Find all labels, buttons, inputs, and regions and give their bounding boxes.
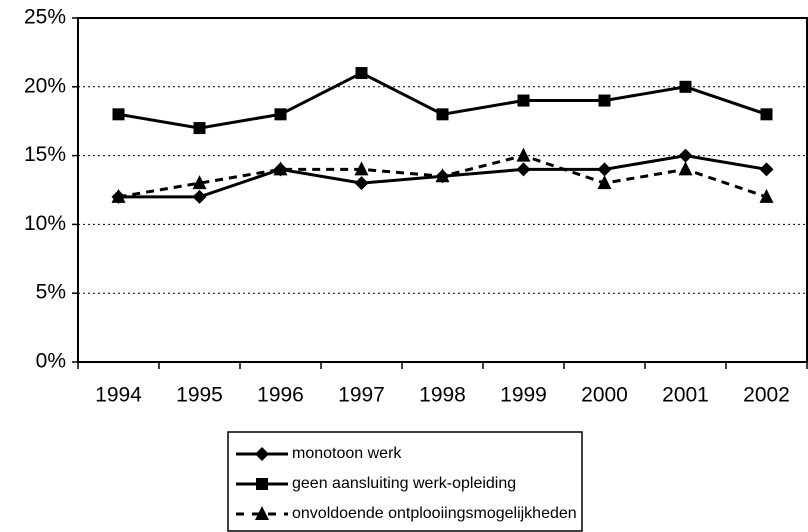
marker xyxy=(759,188,774,203)
y-tick-label: 0% xyxy=(36,350,66,373)
marker xyxy=(193,122,206,135)
marker xyxy=(597,175,612,190)
x-tick-label: 1999 xyxy=(500,384,547,407)
marker xyxy=(760,108,773,121)
marker xyxy=(354,176,369,191)
marker xyxy=(678,148,693,163)
x-tick-label: 1998 xyxy=(419,384,466,407)
marker xyxy=(678,161,693,176)
y-tick-label: 15% xyxy=(24,143,66,166)
marker xyxy=(355,67,368,80)
x-tick-label: 2000 xyxy=(581,384,628,407)
marker xyxy=(192,175,207,190)
y-tick-label: 10% xyxy=(24,212,66,235)
legend-marker xyxy=(255,447,269,461)
marker xyxy=(192,189,207,204)
y-tick-label: 20% xyxy=(24,74,66,97)
marker xyxy=(679,80,692,93)
y-tick-label: 25% xyxy=(24,6,66,29)
x-tick-label: 1995 xyxy=(176,384,223,407)
plot-frame xyxy=(77,17,808,363)
legend-marker xyxy=(255,506,269,520)
marker xyxy=(274,108,287,121)
marker xyxy=(598,94,611,107)
marker xyxy=(273,161,288,176)
legend-label: geen aansluiting werk-opleiding xyxy=(292,475,516,492)
marker xyxy=(111,188,126,203)
x-tick-label: 1994 xyxy=(95,384,142,407)
marker xyxy=(436,108,449,121)
marker xyxy=(435,168,450,183)
marker xyxy=(516,162,531,177)
x-tick-label: 1997 xyxy=(338,384,385,407)
x-tick-label: 1996 xyxy=(257,384,304,407)
marker xyxy=(597,162,612,177)
marker xyxy=(759,162,774,177)
legend-marker xyxy=(256,478,268,490)
x-tick-label: 2002 xyxy=(743,384,790,407)
y-tick-label: 5% xyxy=(36,281,66,304)
marker xyxy=(112,108,125,121)
legend-label: monotoon werk xyxy=(292,445,402,462)
marker xyxy=(517,94,530,107)
x-tick-label: 2001 xyxy=(662,384,709,407)
marker xyxy=(354,161,369,176)
legend-label: onvoldoende ontplooiingsmogelijkheden xyxy=(292,505,577,522)
marker xyxy=(516,147,531,162)
